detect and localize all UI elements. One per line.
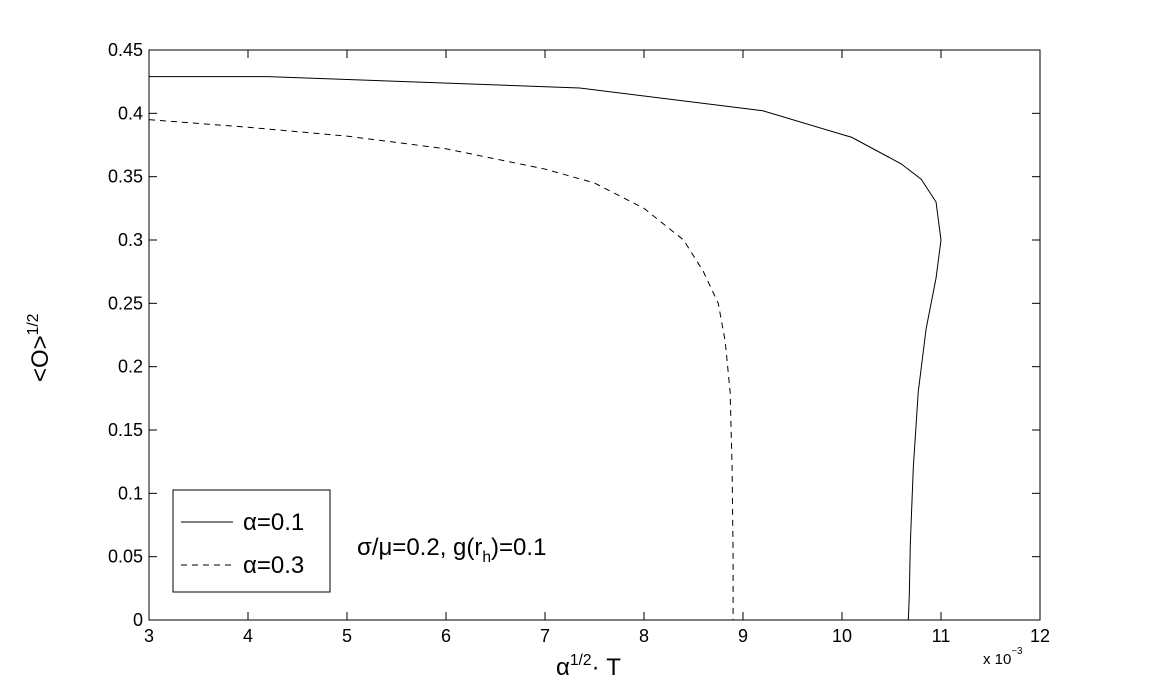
y-tick-label: 0.25	[108, 293, 143, 313]
x-tick-label: 3	[144, 626, 154, 646]
x-tick-label: 4	[243, 626, 253, 646]
legend-label: α=0.3	[243, 552, 304, 579]
x-tick-label: 6	[441, 626, 451, 646]
x-tick-label: 10	[832, 626, 852, 646]
x-axis-label: α1/2· T	[556, 652, 621, 681]
x-tick-label: 8	[639, 626, 649, 646]
x-axis-label-part: · T	[592, 654, 622, 681]
y-tick-label: 0.05	[108, 547, 143, 567]
x-exponent-part: x 10	[983, 651, 1011, 668]
y-tick-label: 0.3	[118, 230, 143, 250]
plot-area	[148, 49, 1041, 621]
x-exponent: x 10−3	[983, 646, 1022, 668]
y-tick-label: 0.2	[118, 357, 143, 377]
y-tick-label: 0.1	[118, 483, 143, 503]
annotation-part: h	[482, 549, 491, 566]
y-tick-label: 0.15	[108, 420, 143, 440]
y-tick-label: 0.35	[108, 167, 143, 187]
y-tick-label: 0.4	[118, 103, 143, 123]
legend-label: α=0.1	[243, 509, 304, 536]
x-exponent-part: −3	[1011, 646, 1022, 657]
series-line	[149, 76, 942, 621]
x-tick-label: 12	[1030, 626, 1050, 646]
x-tick-label: 9	[738, 626, 748, 646]
x-tick-label: 5	[342, 626, 352, 646]
y-axis-label-part: <O>	[27, 335, 54, 382]
annotation: σ/μ=0.2, g(rh)=0.1	[357, 534, 546, 566]
y-axis-label-part: 1/2	[25, 314, 42, 336]
annotation-part: )=0.1	[491, 534, 546, 561]
x-tick-label: 7	[540, 626, 550, 646]
y-tick-label: 0	[133, 610, 143, 630]
annotation-part: σ/μ=0.2, g(r	[357, 534, 482, 561]
x-axis-label-part: 1/2	[570, 652, 592, 669]
legend-box	[172, 489, 331, 593]
x-tick-label: 11	[932, 626, 951, 646]
y-axis-label: <O>1/2	[25, 314, 54, 382]
x-axis-label-part: α	[556, 654, 570, 681]
y-tick-label: 0.45	[108, 40, 143, 60]
series-line	[148, 119, 734, 620]
